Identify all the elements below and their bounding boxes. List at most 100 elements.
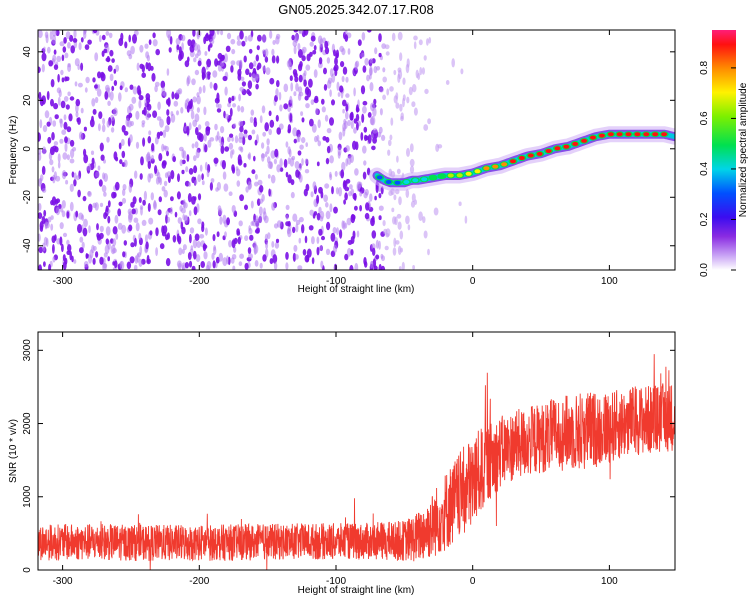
- noise-dot: [195, 254, 201, 263]
- noise-dot: [128, 53, 133, 60]
- noise-dot: [123, 130, 129, 136]
- noise-dot: [174, 211, 178, 218]
- noise-dot: [83, 218, 88, 228]
- noise-dot: [320, 260, 324, 269]
- noise-dot: [69, 201, 74, 212]
- noise-dot: [349, 264, 354, 270]
- noise-dot: [207, 139, 212, 148]
- noise-dot: [187, 39, 192, 47]
- noise-dot: [316, 194, 320, 204]
- noise-dot: [423, 124, 429, 131]
- noise-dot: [207, 73, 211, 80]
- noise-dot: [238, 132, 244, 140]
- noise-dot: [354, 61, 358, 71]
- noise-dot: [196, 95, 201, 105]
- noise-dot: [73, 259, 77, 264]
- noise-dot: [390, 117, 394, 126]
- noise-dot: [63, 114, 67, 121]
- noise-dot: [248, 225, 251, 231]
- noise-dot: [347, 240, 353, 245]
- noise-dot: [213, 157, 219, 164]
- noise-dot: [375, 239, 379, 249]
- noise-dot: [199, 234, 205, 239]
- noise-dot: [243, 55, 247, 63]
- noise-dot: [397, 31, 403, 41]
- noise-dot: [380, 265, 386, 270]
- noise-dot: [460, 68, 464, 75]
- noise-dot: [265, 67, 271, 75]
- noise-dot: [177, 173, 180, 183]
- noise-dot: [304, 235, 308, 244]
- noise-dot: [109, 91, 114, 101]
- noise-dot: [232, 265, 236, 270]
- signal-trace: [369, 126, 675, 191]
- noise-dot: [172, 156, 176, 163]
- noise-dot: [400, 247, 403, 253]
- noise-dot: [362, 65, 367, 73]
- noise-dot: [336, 227, 339, 236]
- noise-dot: [287, 128, 291, 134]
- noise-dot: [195, 127, 199, 136]
- noise-dot: [66, 154, 70, 161]
- noise-dot: [301, 224, 305, 234]
- noise-dot: [201, 173, 204, 181]
- noise-dot: [344, 222, 348, 229]
- noise-dot: [329, 203, 333, 213]
- noise-dot: [49, 159, 54, 166]
- noise-dot: [83, 154, 89, 164]
- noise-dot: [159, 243, 165, 250]
- noise-dot: [411, 101, 416, 108]
- signal-blob-core: [447, 173, 454, 178]
- noise-dot: [81, 214, 85, 221]
- noise-dot: [128, 224, 133, 232]
- noise-dot: [316, 236, 320, 244]
- noise-dot: [222, 171, 227, 180]
- noise-dot: [216, 231, 220, 238]
- noise-dot: [337, 92, 341, 97]
- noise-dot: [138, 99, 142, 109]
- noise-dot: [43, 209, 47, 217]
- noise-dot: [262, 254, 267, 262]
- signal-blob-core: [483, 166, 490, 171]
- noise-dot: [204, 144, 208, 153]
- noise-dot: [247, 181, 253, 190]
- noise-dot: [99, 225, 104, 233]
- noise-dot: [316, 161, 320, 167]
- noise-dot: [354, 168, 359, 176]
- noise-dot: [248, 48, 253, 54]
- noise-dot: [276, 127, 282, 135]
- noise-dot: [337, 146, 342, 156]
- noise-dot: [292, 252, 296, 262]
- noise-dot: [285, 251, 289, 260]
- noise-dot: [382, 67, 386, 73]
- noise-dot: [343, 199, 346, 205]
- snr-x-tick-label: -300: [53, 576, 73, 587]
- noise-dot: [270, 174, 276, 184]
- noise-dot: [217, 52, 223, 60]
- noise-dot: [254, 173, 258, 180]
- noise-dot: [433, 207, 439, 216]
- noise-dot: [188, 260, 193, 268]
- noise-dot: [326, 57, 331, 64]
- noise-dot: [194, 141, 199, 149]
- noise-dot: [145, 93, 151, 101]
- noise-dot: [133, 217, 139, 223]
- noise-dot: [92, 245, 97, 251]
- noise-dot: [236, 60, 241, 66]
- noise-dot: [92, 77, 96, 83]
- noise-dot: [338, 131, 343, 141]
- snr-y-tick-label: 3000: [22, 339, 33, 362]
- noise-dot: [61, 210, 66, 218]
- noise-dot: [92, 257, 96, 265]
- noise-dot: [299, 144, 304, 150]
- noise-dot: [59, 138, 64, 144]
- noise-dot: [111, 58, 115, 63]
- noise-dot: [78, 131, 84, 141]
- signal-blob-core: [527, 153, 534, 158]
- noise-dot: [194, 113, 200, 123]
- noise-dot: [132, 196, 137, 205]
- noise-dot: [226, 217, 231, 226]
- noise-dot: [231, 95, 235, 102]
- noise-dot: [176, 44, 180, 51]
- noise-dot: [262, 66, 266, 72]
